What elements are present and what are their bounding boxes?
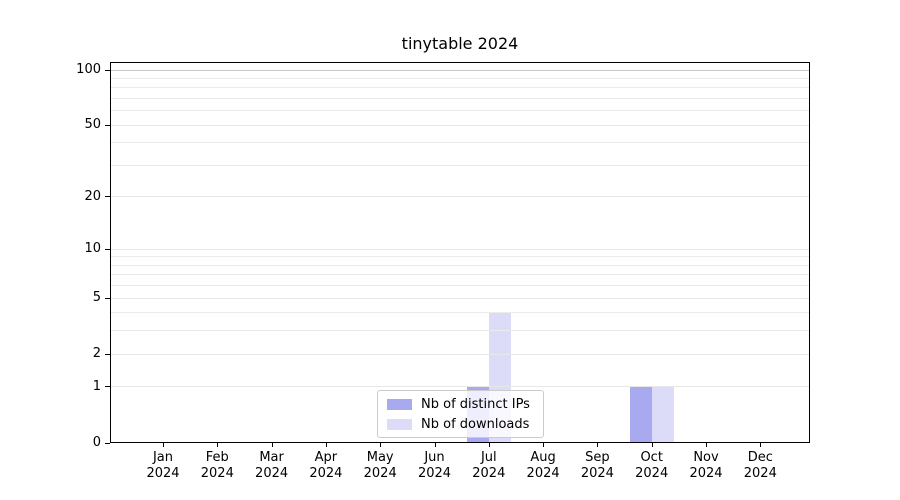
x-tick-label-jun: Jun 2024 — [405, 450, 465, 482]
x-tick-month: Dec — [747, 450, 773, 465]
gridline-y9 — [111, 256, 809, 258]
gridline-y60 — [111, 110, 809, 112]
gridline-y8 — [111, 264, 809, 266]
x-tick-month: Apr — [314, 450, 338, 465]
y-tick-mark — [105, 386, 110, 388]
bar-oct-series1 — [629, 386, 652, 443]
x-tick-label-dec: Dec 2024 — [730, 450, 790, 482]
x-tick-label-feb: Feb 2024 — [187, 450, 247, 482]
x-tick-month: Mar — [259, 450, 284, 465]
x-tick-month: Aug — [530, 450, 556, 465]
x-tick-year: 2024 — [363, 466, 397, 481]
x-tick-month: Oct — [640, 450, 663, 465]
y-tick-label: 50 — [84, 117, 101, 133]
x-tick-mark — [217, 443, 219, 447]
x-tick-month: May — [366, 450, 394, 465]
x-tick-mark — [543, 443, 545, 447]
gridline-y10 — [111, 248, 809, 250]
y-tick-mark — [105, 442, 110, 444]
gridline-y80 — [111, 87, 809, 89]
x-tick-mark — [706, 443, 707, 447]
x-tick-year: 2024 — [309, 466, 343, 481]
x-tick-month: Sep — [585, 450, 610, 465]
y-tick-label: 5 — [92, 290, 101, 306]
x-tick-month: Jan — [152, 450, 174, 465]
gridline-y6 — [111, 285, 809, 287]
x-tick-year: 2024 — [472, 466, 506, 481]
y-tick-label: 2 — [92, 346, 101, 362]
gridline-y5 — [111, 297, 809, 299]
x-tick-year: 2024 — [255, 466, 289, 481]
x-tick-year: 2024 — [743, 466, 777, 481]
y-tick-label: 10 — [84, 241, 101, 257]
x-tick-mark — [760, 443, 762, 447]
y-tick-mark — [105, 353, 110, 355]
x-tick-mark — [434, 443, 436, 447]
x-tick-year: 2024 — [526, 466, 560, 481]
y-tick-label: 1 — [92, 378, 101, 394]
y-tick-mark — [105, 69, 110, 71]
gridline-y90 — [111, 77, 809, 79]
gridline-y7 — [111, 274, 809, 276]
y-tick-mark — [105, 124, 110, 126]
legend-item-1: Nb of distinct IPs — [387, 396, 534, 413]
legend-swatch-icon — [387, 418, 412, 430]
x-tick-label-jan: Jan 2024 — [133, 450, 193, 482]
x-tick-year: 2024 — [635, 466, 669, 481]
y-tick-mark — [105, 248, 110, 250]
x-tick-mark — [651, 443, 653, 447]
gridline-y30 — [111, 164, 809, 166]
legend-label: Nb of downloads — [421, 416, 530, 432]
x-tick-month: Nov — [693, 450, 719, 465]
gridline-y20 — [111, 196, 809, 198]
x-tick-label-apr: Apr 2024 — [296, 450, 356, 482]
x-tick-label-mar: Mar 2024 — [242, 450, 302, 482]
x-tick-label-sep: Sep 2024 — [567, 450, 627, 482]
x-tick-year: 2024 — [580, 466, 614, 481]
y-tick-mark — [105, 297, 110, 299]
gridline-y70 — [111, 97, 809, 99]
x-tick-label-nov: Nov 2024 — [676, 450, 736, 482]
x-tick-mark — [325, 443, 327, 447]
x-tick-label-jul: Jul 2024 — [459, 450, 519, 482]
legend-swatch-icon — [387, 398, 412, 410]
gridline-y4 — [111, 312, 809, 314]
x-tick-year: 2024 — [689, 466, 723, 481]
x-tick-mark — [488, 443, 490, 447]
gridline-y50 — [111, 124, 809, 126]
x-tick-label-aug: Aug 2024 — [513, 450, 573, 482]
legend: Nb of distinct IPs Nb of downloads — [377, 390, 544, 438]
chart-title: tinytable 2024 — [401, 34, 519, 53]
gridline-y100 — [111, 69, 809, 71]
x-tick-month: Jul — [480, 450, 497, 465]
legend-item-2: Nb of downloads — [387, 416, 534, 433]
x-tick-mark — [380, 443, 382, 447]
x-tick-year: 2024 — [417, 466, 452, 481]
y-tick-mark — [105, 196, 110, 198]
x-tick-mark — [271, 443, 273, 447]
gridline-y2 — [111, 353, 809, 355]
legend-label: Nb of distinct IPs — [421, 396, 530, 412]
gridline-y40 — [111, 142, 809, 144]
x-tick-year: 2024 — [146, 466, 180, 481]
x-tick-month: Jun — [424, 450, 445, 465]
x-tick-year: 2024 — [200, 466, 234, 481]
gridline-y3 — [111, 330, 809, 332]
x-tick-label-oct: Oct 2024 — [622, 450, 682, 482]
x-tick-month: Feb — [205, 450, 229, 465]
y-tick-label: 20 — [84, 188, 101, 204]
x-tick-mark — [163, 443, 164, 447]
x-tick-label-may: May 2024 — [350, 450, 410, 482]
x-tick-mark — [597, 443, 599, 447]
gridline-y1 — [111, 386, 809, 388]
bar-oct-series2 — [651, 386, 674, 443]
y-tick-label: 100 — [76, 62, 101, 77]
y-tick-label: 0 — [92, 435, 101, 450]
